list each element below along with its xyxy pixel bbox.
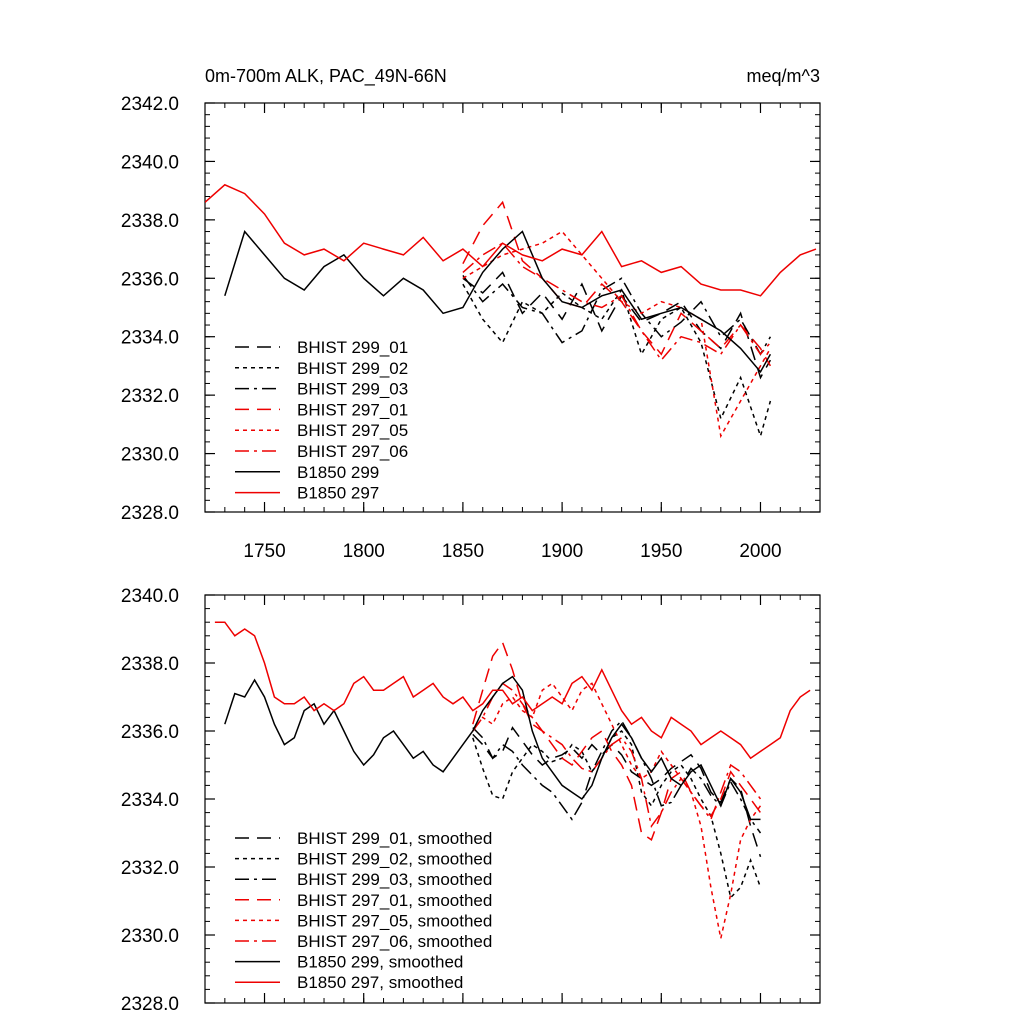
plot-frame (204, 102, 821, 513)
series-line (472, 682, 762, 939)
y-tick-label: 2336.0 (121, 269, 179, 290)
series-line (224, 675, 761, 821)
y-tick-label: 2328.0 (121, 994, 179, 1015)
legend-label: BHIST 297_01 (297, 400, 408, 419)
series-line (472, 726, 762, 858)
x-tick-label: 1750 (243, 541, 285, 562)
y-tick-label: 2340.0 (121, 152, 179, 173)
y-tick-label: 2332.0 (121, 386, 179, 407)
series-line (462, 271, 772, 380)
y-tick-label: 2338.0 (121, 654, 179, 675)
y-tick-label: 2328.0 (121, 503, 179, 524)
y-tick-label: 2332.0 (121, 858, 179, 879)
y-tick-label: 2336.0 (121, 722, 179, 743)
y-tick-label: 2338.0 (121, 211, 179, 232)
y-tick-label: 2330.0 (121, 445, 179, 466)
y-tick-label: 2330.0 (121, 926, 179, 947)
legend-label: BHIST 297_05, smoothed (297, 911, 492, 930)
legend-label: BHIST 297_06, smoothed (297, 932, 492, 951)
series-line (205, 183, 817, 297)
top-title: 0m-700m ALK, PAC_49N-66N (205, 66, 447, 87)
series-line (462, 242, 771, 362)
legend-label: BHIST 299_01, smoothed (297, 829, 492, 848)
series-line (462, 274, 772, 356)
top-units-label: meq/m^3 (747, 66, 820, 86)
y-tick-label: 2342.0 (121, 94, 179, 115)
legend-label: B1850 299, smoothed (297, 953, 463, 972)
y-tick-label: 2334.0 (121, 790, 179, 811)
series-group (205, 183, 817, 439)
legend-label: B1850 299 (297, 463, 379, 482)
legend-label: B1850 297 (297, 484, 379, 503)
top-panel: 0m-700m ALK, PAC_49N-66N meq/m^3 2342.0 2… (121, 66, 821, 562)
y-tick-label: 2340.0 (121, 586, 179, 607)
x-tick-label: 1800 (343, 541, 385, 562)
series-line (472, 719, 762, 834)
legend-label: BHIST 299_03 (297, 380, 408, 399)
x-tick-label: 2000 (739, 541, 781, 562)
y-tick-label: 2334.0 (121, 328, 179, 349)
bottom-panel: 2340.0 2338.0 2336.0 2334.0 2332.0 2330.0 2328… (121, 586, 821, 1015)
legend-label: B1850 297, smoothed (297, 973, 463, 992)
x-tick-label: 1850 (442, 541, 484, 562)
legend-label: BHIST 297_05 (297, 421, 408, 440)
x-tick-label: 1900 (541, 541, 583, 562)
x-tick-label: 1950 (640, 541, 682, 562)
series-line (472, 729, 762, 900)
legend-label: BHIST 297_06 (297, 442, 408, 461)
legend-label: BHIST 297_01, smoothed (297, 891, 492, 910)
legend-label: BHIST 299_01 (297, 338, 408, 357)
series-group (214, 621, 811, 939)
series-line (462, 283, 772, 439)
series-line (214, 621, 811, 760)
series-line (472, 682, 762, 829)
legend-label: BHIST 299_03, smoothed (297, 870, 492, 889)
series-line (224, 229, 772, 374)
legend-label: BHIST 299_02, smoothed (297, 850, 492, 869)
legend-label: BHIST 299_02 (297, 359, 408, 378)
